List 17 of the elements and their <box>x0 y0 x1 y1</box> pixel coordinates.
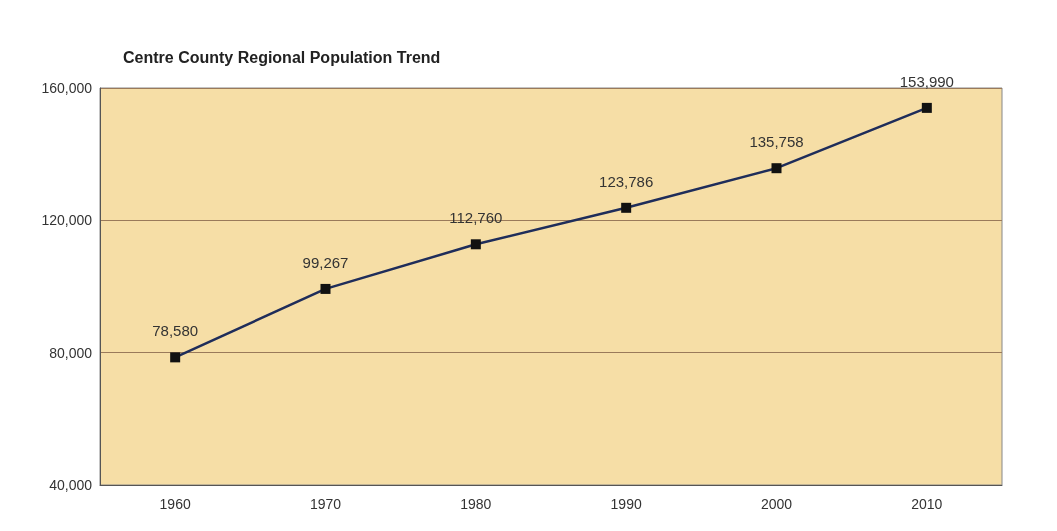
data-label: 99,267 <box>302 253 349 271</box>
data-label: 153,990 <box>899 72 954 90</box>
chart-title: Centre County Regional Population Trend <box>123 48 441 66</box>
y-tick-label: 40,000 <box>49 477 93 493</box>
data-label: 123,786 <box>599 172 654 190</box>
x-tick-label: 1990 <box>610 496 642 512</box>
y-tick-label: 80,000 <box>49 344 93 361</box>
y-tick-label: 160,000 <box>41 80 93 96</box>
data-label: 135,758 <box>749 133 804 151</box>
y-tick-label: 120,000 <box>41 212 93 229</box>
x-tick-label: 2010 <box>911 496 943 512</box>
x-tick-label: 1980 <box>460 496 492 512</box>
data-label: 112,760 <box>449 209 503 227</box>
x-tick-label: 2000 <box>760 496 793 512</box>
data-label: 78,580 <box>152 322 199 340</box>
x-tick-label: 1970 <box>309 496 342 512</box>
x-tick-label: 1960 <box>159 496 191 512</box>
